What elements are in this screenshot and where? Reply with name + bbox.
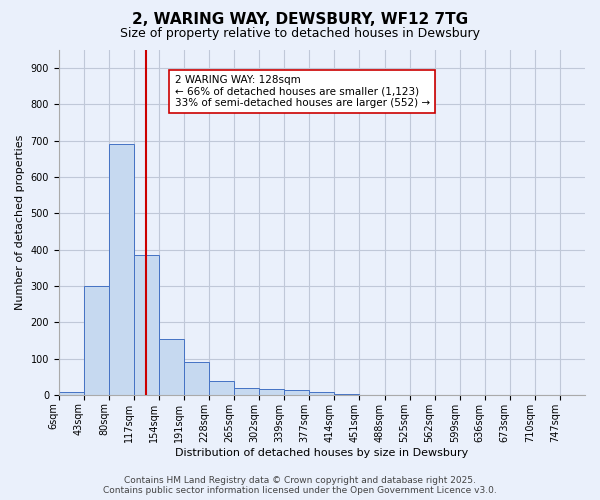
Bar [310,392,334,395]
Text: 2, WARING WAY, DEWSBURY, WF12 7TG: 2, WARING WAY, DEWSBURY, WF12 7TG [132,12,468,28]
Text: Contains HM Land Registry data © Crown copyright and database right 2025.
Contai: Contains HM Land Registry data © Crown c… [103,476,497,495]
Y-axis label: Number of detached properties: Number of detached properties [15,134,25,310]
X-axis label: Distribution of detached houses by size in Dewsbury: Distribution of detached houses by size … [175,448,469,458]
Text: 2 WARING WAY: 128sqm
← 66% of detached houses are smaller (1,123)
33% of semi-de: 2 WARING WAY: 128sqm ← 66% of detached h… [175,75,430,108]
Bar [284,390,310,395]
Bar [84,286,109,395]
Bar [134,255,159,395]
Bar [259,388,284,395]
Bar [109,144,134,395]
Bar [234,388,259,395]
Bar [184,362,209,395]
Text: Size of property relative to detached houses in Dewsbury: Size of property relative to detached ho… [120,28,480,40]
Bar [334,394,359,395]
Bar [59,392,84,395]
Bar [159,338,184,395]
Bar [209,381,234,395]
